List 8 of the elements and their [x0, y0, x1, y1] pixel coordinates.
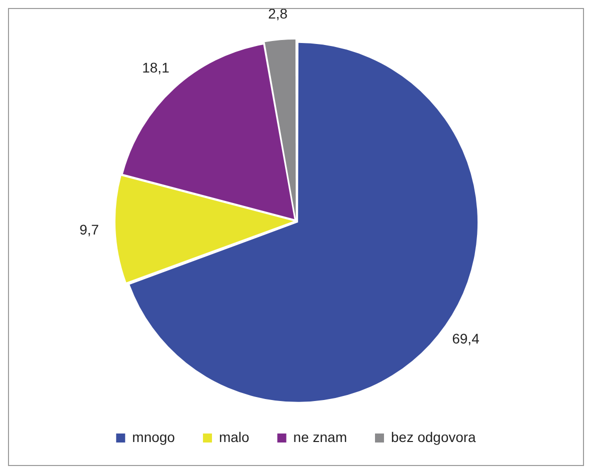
data-label: 9,7 [79, 222, 100, 238]
legend-label: bez odgovora [391, 428, 476, 445]
legend-label: mnogo [132, 428, 176, 445]
data-label: 2,8 [268, 6, 288, 22]
legend-label: malo [218, 428, 250, 445]
data-label: 18,1 [142, 60, 170, 76]
data-label: 69,4 [452, 330, 480, 346]
legend-label: ne znam [293, 428, 348, 445]
